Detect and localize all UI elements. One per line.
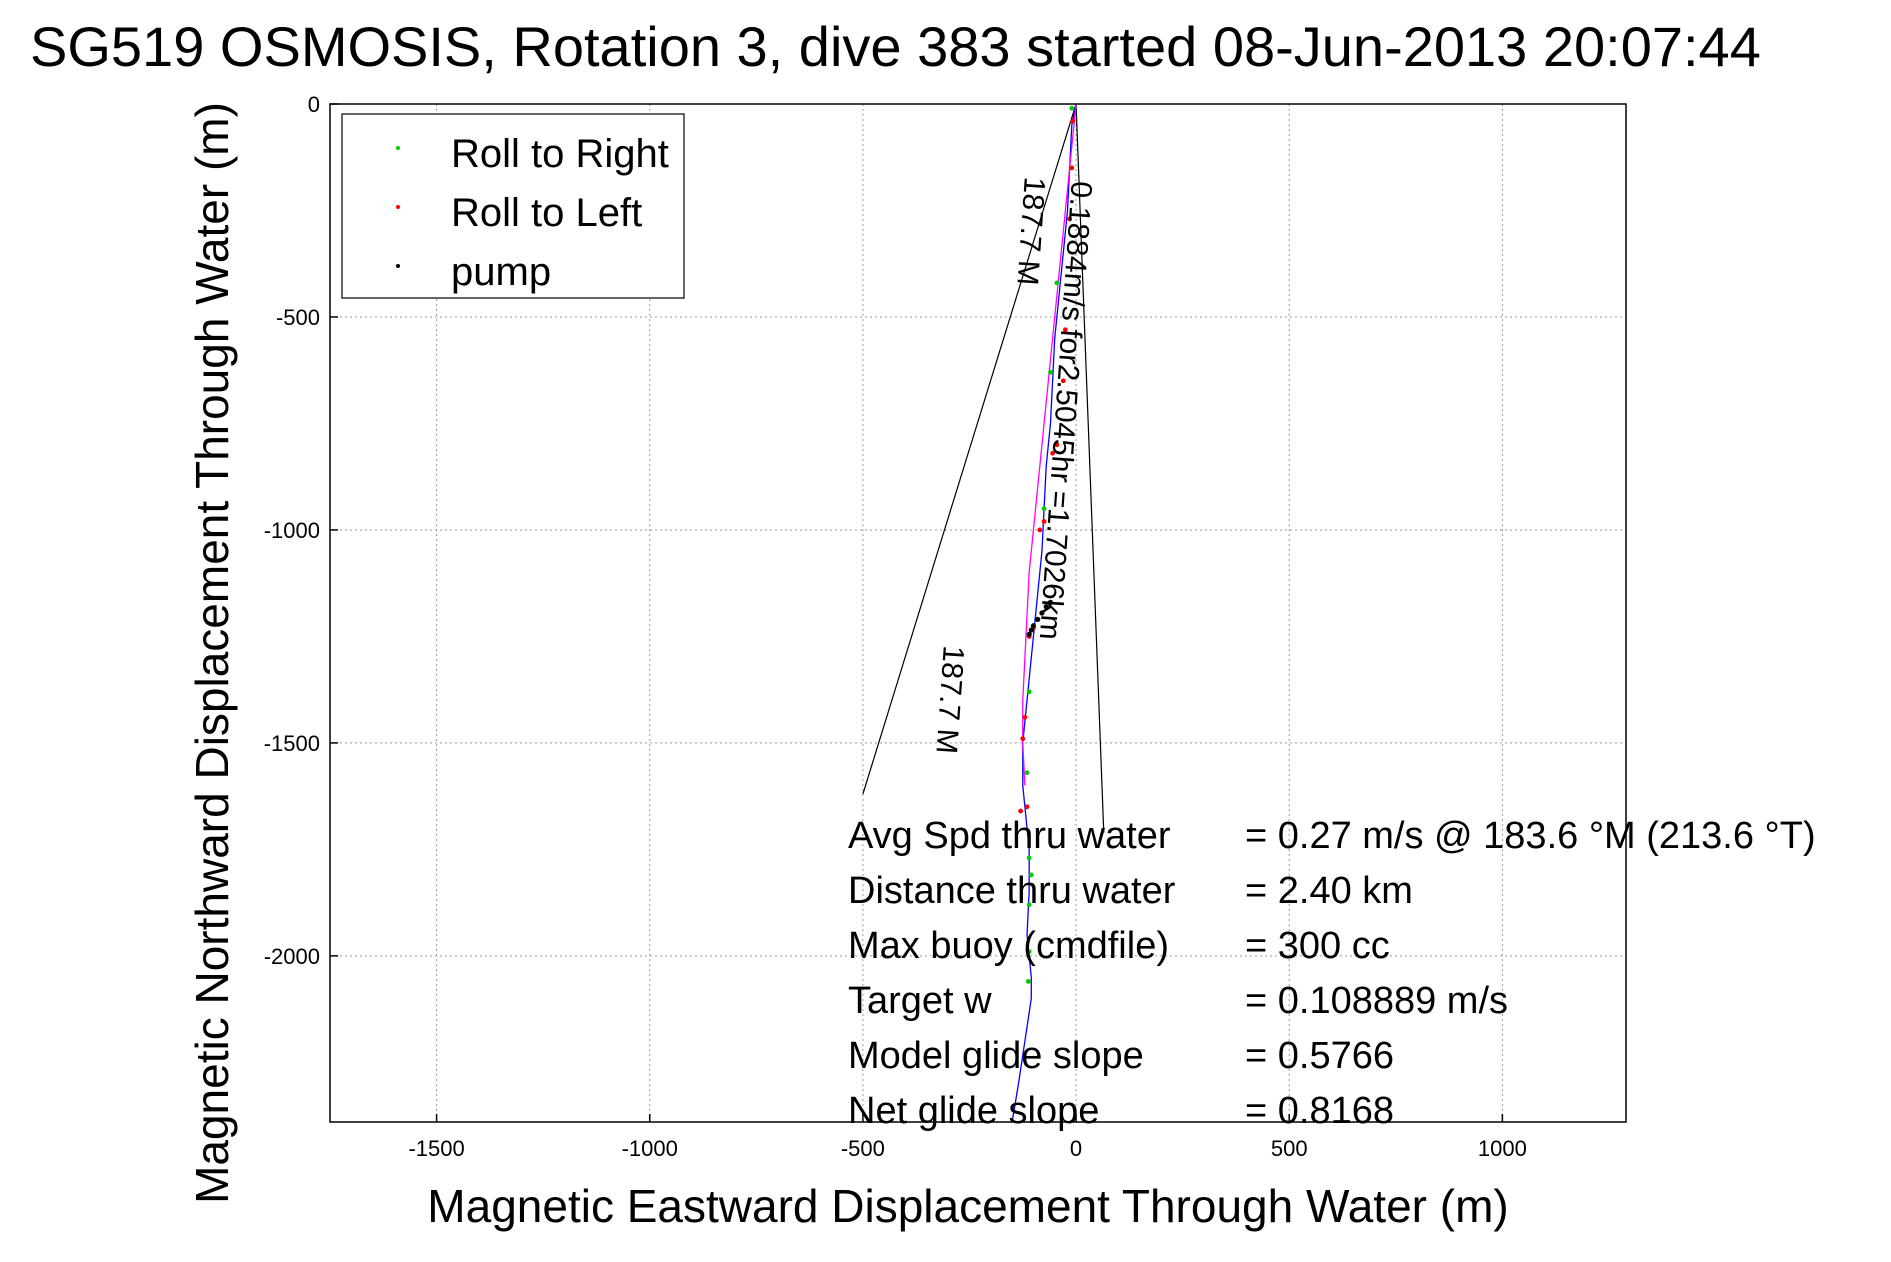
roll-to-left-point	[1067, 216, 1073, 222]
roll-to-right-point	[1026, 949, 1032, 955]
roll-to-left-point	[1070, 118, 1076, 124]
y-tick-label: -2000	[264, 944, 320, 969]
legend-label: Roll to Right	[451, 132, 669, 176]
stats-box: Avg Spd thru water = 0.27 m/s @ 183.6 °M …	[848, 815, 1816, 1132]
stat-value: = 300 cc	[1245, 925, 1390, 967]
pump-point	[1028, 627, 1034, 633]
markers	[1018, 105, 1076, 984]
roll-to-left-point	[1041, 519, 1047, 524]
roll-to-left-point	[1022, 714, 1028, 720]
roll-to-right-point	[1026, 689, 1032, 695]
roll-to-right-point	[1054, 280, 1060, 286]
pump-point	[1047, 599, 1054, 605]
stat-value: = 0.5766	[1245, 1035, 1394, 1077]
y-tick-label: -1500	[264, 731, 320, 756]
roll-to-right-point	[1026, 855, 1032, 861]
roll-to-left-point	[1062, 327, 1068, 333]
roll-to-right-point	[1048, 369, 1053, 375]
pump-point	[1035, 616, 1041, 622]
stat-label: Net glide slope	[848, 1090, 1099, 1132]
legend-label: pump	[451, 250, 551, 294]
roll-to-left-point	[1018, 808, 1024, 814]
stat-value: = 2.40 km	[1245, 870, 1413, 912]
roll-to-left-point	[1050, 450, 1056, 456]
roll-to-right-point	[1025, 979, 1031, 984]
pump-point	[1026, 631, 1032, 637]
chart-title: SG519 OSMOSIS, Rotation 3, dive 383 star…	[30, 15, 1761, 78]
legend-marker	[396, 264, 400, 268]
series-line	[1022, 103, 1077, 786]
x-tick-label: 0	[1070, 1136, 1082, 1161]
x-tick-label: -500	[841, 1136, 885, 1161]
legend-marker	[396, 146, 400, 150]
roll-to-left-point	[1054, 442, 1060, 448]
y-tick-label: -1000	[264, 518, 320, 543]
roll-to-left-point	[1024, 804, 1030, 810]
stat-label: Model glide slope	[848, 1035, 1144, 1077]
x-tick-label: -1000	[622, 1136, 678, 1161]
roll-to-left-point	[1020, 736, 1026, 742]
guide-line	[862, 103, 1077, 795]
roll-to-right-point	[1069, 105, 1075, 111]
stat-label: Max buoy (cmdfile)	[848, 925, 1169, 967]
x-tick-label: -1500	[408, 1136, 464, 1161]
x-tick-label: 1000	[1478, 1136, 1527, 1161]
pump-point	[1039, 610, 1045, 616]
stat-label: Distance thru water	[848, 870, 1176, 912]
legend: Roll to Right Roll to Left pump	[341, 113, 685, 299]
stat-label: Target w	[848, 980, 992, 1022]
pump-point	[1030, 623, 1037, 629]
roll-to-right-point	[1041, 506, 1047, 512]
y-axis-label: Magnetic Northward Displacement Through …	[186, 102, 238, 1204]
trace-annotation: 187.7 M	[1010, 176, 1050, 286]
roll-to-right-point	[1026, 902, 1032, 908]
stat-value: = 0.27 m/s @ 183.6 °M (213.6 °T)	[1245, 815, 1816, 857]
roll-to-right-point	[1028, 872, 1034, 878]
plot-frame	[329, 103, 1627, 1123]
stat-label: Avg Spd thru water	[848, 815, 1171, 857]
x-tick-label: 500	[1271, 1136, 1308, 1161]
ticks: -1500 -1000 -500 0 500 1000 0 -500 -1000 -1500 -20…	[264, 92, 1527, 1161]
pump-point	[1043, 604, 1049, 610]
stat-value: = 0.8168	[1245, 1090, 1394, 1132]
roll-to-left-point	[1060, 378, 1066, 384]
roll-to-right-point	[1024, 770, 1030, 776]
y-tick-label: 0	[308, 92, 320, 117]
stat-value: = 0.108889 m/s	[1245, 980, 1508, 1022]
roll-to-left-point	[1069, 165, 1075, 171]
y-tick-label: -500	[276, 305, 320, 330]
roll-to-left-point	[1037, 527, 1043, 533]
legend-label: Roll to Left	[451, 191, 642, 235]
x-axis-label: Magnetic Eastward Displacement Through W…	[427, 1180, 1508, 1232]
guide-line	[1075, 103, 1105, 833]
trace-annotation: 187.7 M	[929, 644, 969, 754]
legend-marker	[396, 205, 400, 209]
